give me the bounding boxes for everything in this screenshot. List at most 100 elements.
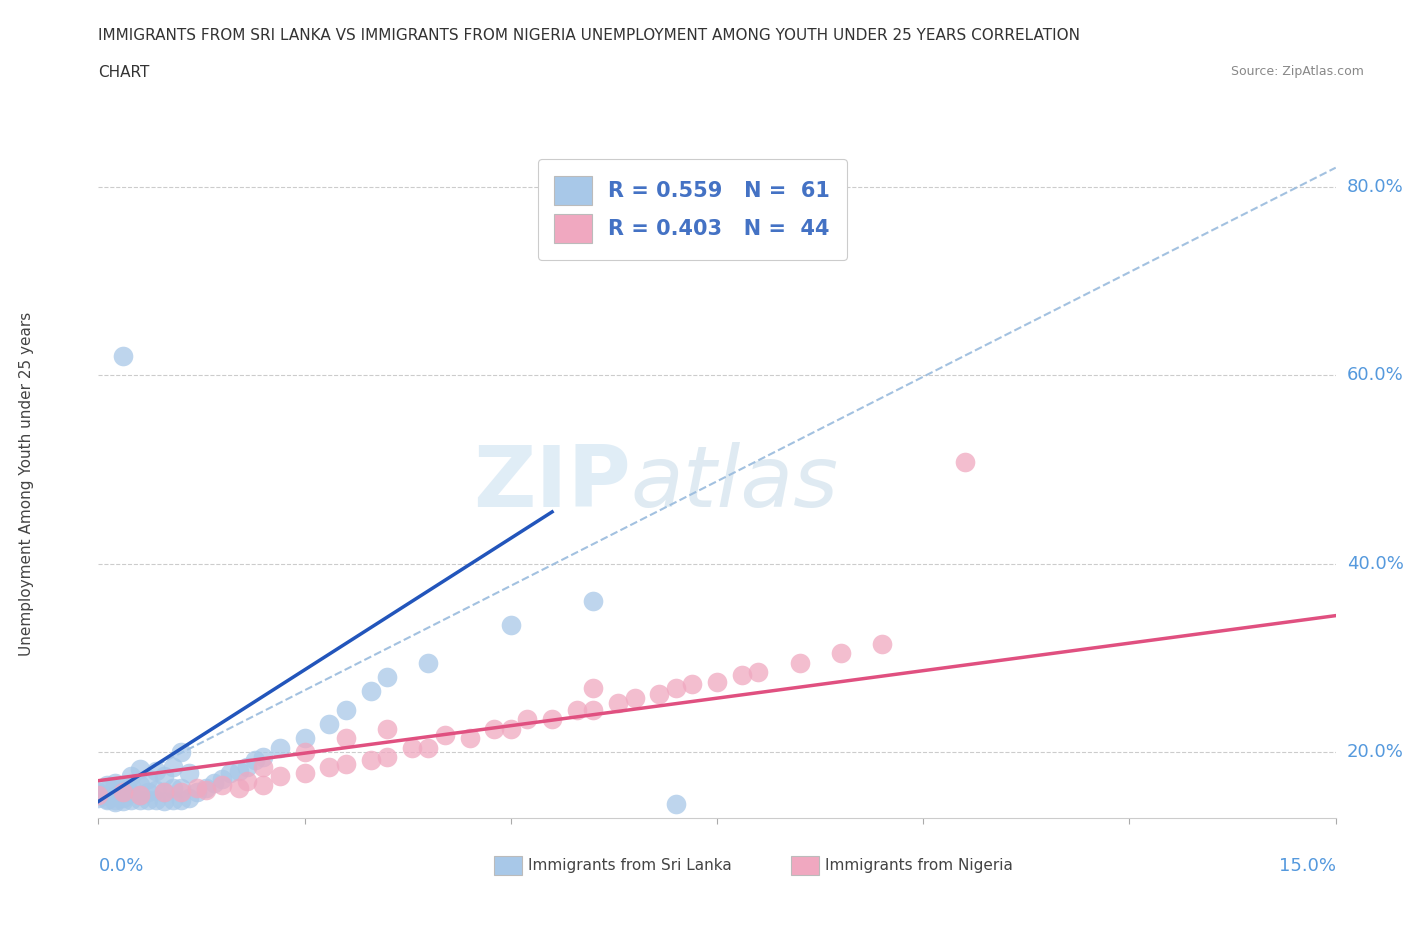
Point	[87, 788, 110, 803]
Point	[96, 788, 118, 803]
Point	[484, 722, 506, 737]
Point	[318, 759, 340, 774]
Text: Immigrants from Nigeria: Immigrants from Nigeria	[825, 858, 1012, 873]
Point	[582, 681, 605, 696]
Point	[162, 759, 184, 774]
Point	[953, 455, 976, 470]
Point	[681, 677, 703, 692]
Point	[252, 778, 274, 793]
Point	[170, 792, 193, 807]
Legend: R = 0.559   N =  61, R = 0.403   N =  44: R = 0.559 N = 61, R = 0.403 N = 44	[537, 159, 846, 259]
Point	[665, 797, 688, 812]
Point	[648, 686, 671, 701]
Point	[112, 785, 135, 800]
Text: Source: ZipAtlas.com: Source: ZipAtlas.com	[1230, 65, 1364, 78]
Point	[112, 349, 135, 364]
Point	[104, 781, 127, 796]
Point	[360, 684, 382, 698]
Point	[243, 752, 266, 767]
Point	[269, 740, 291, 755]
Point	[731, 668, 754, 683]
Point	[499, 722, 522, 737]
Point	[706, 674, 728, 689]
Point	[96, 793, 118, 808]
Point	[104, 775, 127, 790]
Point	[96, 778, 118, 793]
Point	[145, 764, 167, 778]
Text: atlas: atlas	[630, 442, 838, 525]
Point	[128, 762, 150, 777]
Point	[252, 750, 274, 764]
Text: ZIP: ZIP	[472, 442, 630, 525]
Point	[335, 702, 357, 717]
Point	[375, 750, 398, 764]
Point	[128, 778, 150, 793]
Text: 60.0%: 60.0%	[1347, 366, 1403, 384]
Point	[236, 773, 259, 788]
Point	[112, 794, 135, 809]
Point	[294, 731, 316, 746]
Point	[433, 728, 456, 743]
Point	[153, 785, 176, 800]
Point	[96, 783, 118, 798]
Point	[136, 792, 159, 807]
Text: Immigrants from Sri Lanka: Immigrants from Sri Lanka	[527, 858, 731, 873]
Point	[186, 785, 208, 800]
Point	[162, 781, 184, 796]
Point	[789, 656, 811, 671]
Point	[401, 740, 423, 755]
Point	[252, 759, 274, 774]
Text: 40.0%: 40.0%	[1347, 555, 1403, 573]
Bar	[792, 857, 818, 875]
Text: 0.0%: 0.0%	[98, 857, 143, 875]
Point	[112, 785, 135, 800]
Text: Unemployment Among Youth under 25 years: Unemployment Among Youth under 25 years	[18, 312, 34, 656]
Point	[458, 731, 481, 746]
Point	[153, 768, 176, 783]
Point	[104, 788, 127, 803]
Point	[607, 696, 630, 711]
Point	[236, 759, 259, 774]
Point	[136, 771, 159, 786]
Point	[128, 792, 150, 807]
Point	[112, 790, 135, 805]
Text: 15.0%: 15.0%	[1278, 857, 1336, 875]
Point	[294, 765, 316, 780]
Point	[228, 764, 250, 778]
Point	[186, 781, 208, 796]
Text: 20.0%: 20.0%	[1347, 743, 1403, 762]
Point	[228, 781, 250, 796]
Point	[120, 786, 142, 801]
Point	[665, 681, 688, 696]
Point	[565, 702, 588, 717]
Point	[582, 594, 605, 609]
Point	[145, 783, 167, 798]
Point	[318, 717, 340, 732]
Point	[623, 690, 645, 705]
Point	[418, 656, 440, 671]
Point	[112, 778, 135, 793]
Point	[870, 636, 893, 651]
Point	[211, 771, 233, 786]
Point	[219, 765, 242, 780]
Point	[120, 780, 142, 795]
Point	[170, 785, 193, 800]
Point	[87, 790, 110, 805]
Point	[375, 722, 398, 737]
Point	[211, 778, 233, 793]
Point	[335, 756, 357, 771]
Point	[162, 792, 184, 807]
Point	[335, 731, 357, 746]
Point	[128, 788, 150, 803]
Point	[153, 794, 176, 809]
Bar	[495, 857, 522, 875]
Point	[104, 795, 127, 810]
Point	[375, 670, 398, 684]
Point	[145, 792, 167, 807]
Point	[516, 712, 538, 727]
Point	[582, 702, 605, 717]
Point	[96, 791, 118, 806]
Point	[153, 785, 176, 800]
Point	[104, 792, 127, 807]
Text: CHART: CHART	[98, 65, 150, 80]
